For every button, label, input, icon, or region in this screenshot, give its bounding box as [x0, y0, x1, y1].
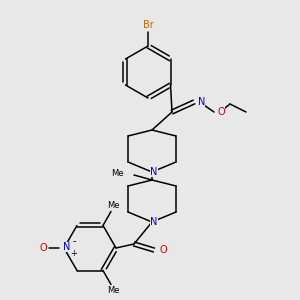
- Text: Me: Me: [112, 169, 124, 178]
- Text: Me: Me: [107, 286, 119, 295]
- Text: N: N: [150, 167, 158, 177]
- Text: Br: Br: [142, 20, 153, 30]
- Text: O: O: [159, 245, 166, 255]
- Text: -: -: [72, 236, 76, 246]
- Text: +: +: [70, 250, 77, 259]
- Text: Me: Me: [107, 201, 119, 210]
- Text: O: O: [39, 243, 47, 253]
- Text: O: O: [217, 107, 225, 117]
- Text: N: N: [63, 242, 71, 252]
- Text: N: N: [198, 97, 206, 107]
- Text: N: N: [150, 217, 158, 227]
